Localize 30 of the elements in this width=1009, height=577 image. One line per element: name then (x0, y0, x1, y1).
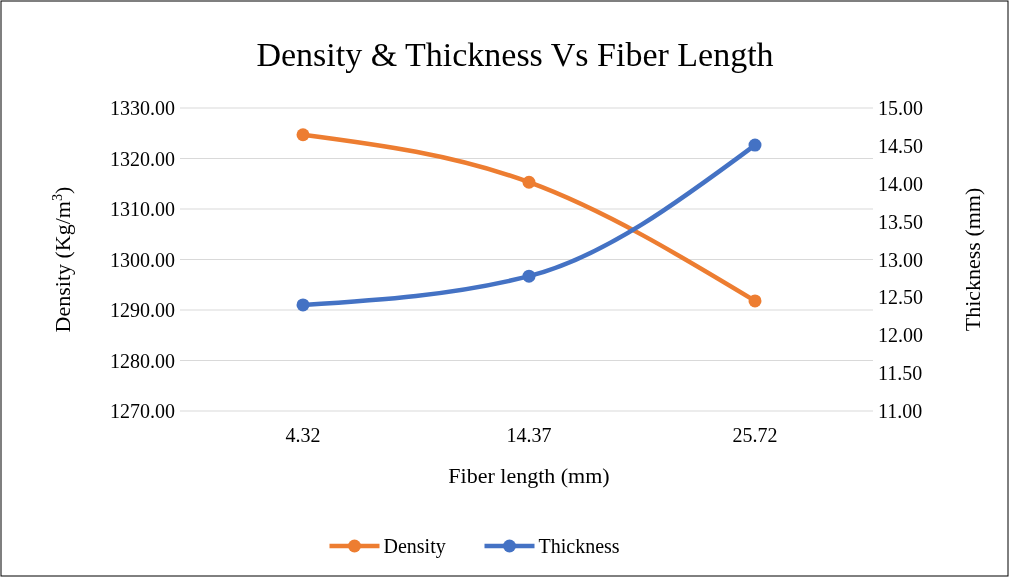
y2-tick-label: 13.50 (878, 210, 923, 233)
legend-label: Thickness (538, 535, 620, 557)
y-tick-label: 1280.00 (110, 349, 175, 372)
chart-title: Density & Thickness Vs Fiber Length (256, 36, 774, 73)
y2-tick-label: 14.00 (878, 172, 923, 195)
point (748, 294, 762, 308)
y-tick-label: 1330.00 (110, 97, 175, 119)
y-tick-label: 1270.00 (110, 400, 175, 422)
y2-tick-label: 12.50 (878, 286, 923, 309)
point (748, 138, 762, 152)
point (296, 298, 310, 312)
y2-tick-label: 13.00 (878, 248, 923, 271)
x-tick-label: 4.32 (285, 424, 321, 446)
y-tick-label: 1290.00 (110, 299, 175, 321)
y-tick-label: 1310.00 (110, 198, 175, 220)
y2-tick-label: 12.00 (878, 324, 923, 347)
point (522, 175, 536, 189)
x-axis-title: Fiber length (mm) (448, 463, 610, 488)
y-tick-label: 1320.00 (110, 147, 175, 170)
legend-label: Density (383, 535, 446, 558)
y2-tick-label: 11.00 (878, 400, 923, 422)
y2-axis-title: Thickness (mm) (960, 187, 985, 332)
y-tick-label: 1300.00 (110, 248, 175, 271)
y2-tick-label: 11.50 (878, 362, 923, 385)
point (296, 128, 310, 142)
y2-tick-label: 14.50 (878, 134, 923, 157)
y2-tick-label: 15.00 (878, 97, 923, 119)
x-tick-label: 25.72 (732, 424, 778, 446)
point (522, 269, 536, 283)
x-tick-label: 14.37 (506, 424, 552, 446)
